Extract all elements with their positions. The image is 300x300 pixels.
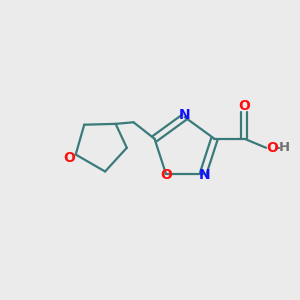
Text: O: O: [238, 99, 250, 113]
Text: O: O: [63, 151, 75, 164]
Text: O: O: [266, 141, 278, 155]
Text: N: N: [199, 169, 210, 182]
Text: N: N: [179, 108, 190, 122]
Text: H: H: [278, 141, 290, 154]
Text: O: O: [160, 169, 172, 182]
